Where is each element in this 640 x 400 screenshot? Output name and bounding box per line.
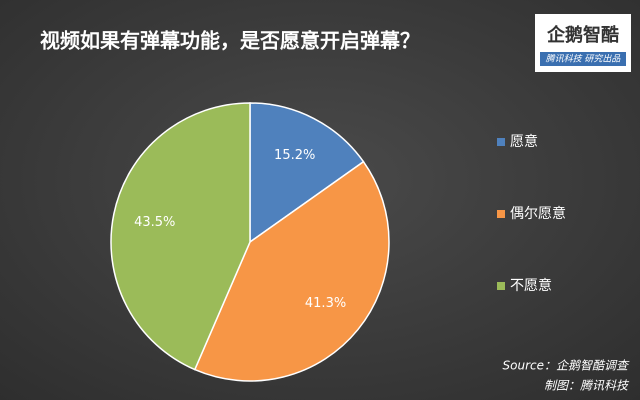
data-label: 43.5% xyxy=(134,215,175,230)
logo-title: 企鹅智酷 xyxy=(546,24,619,46)
pie-slice xyxy=(249,102,365,244)
chart-title: 视频如果有弹幕功能，是否愿意开启弹幕？ xyxy=(40,29,420,53)
pie-slice xyxy=(193,160,390,382)
data-label: 41.3% xyxy=(305,296,346,311)
logo: 企鹅智酷 腾讯科技 研究出品 xyxy=(535,14,631,72)
logo-bar xyxy=(540,52,626,66)
legend-swatch xyxy=(497,282,505,290)
legend-label: 偶尔愿意 xyxy=(510,205,566,222)
credit: 制图：腾讯科技 xyxy=(544,379,630,393)
pie-slice xyxy=(110,102,251,371)
logo-subtitle: 腾讯科技 研究出品 xyxy=(546,54,622,65)
legend-swatch xyxy=(497,210,505,218)
legend-label: 不愿意 xyxy=(510,277,552,294)
legend-label: 愿意 xyxy=(510,133,538,150)
legend-swatch xyxy=(497,138,505,146)
data-label: 15.2% xyxy=(274,148,315,163)
source: Source：企鹅智酷调查 xyxy=(503,359,630,373)
